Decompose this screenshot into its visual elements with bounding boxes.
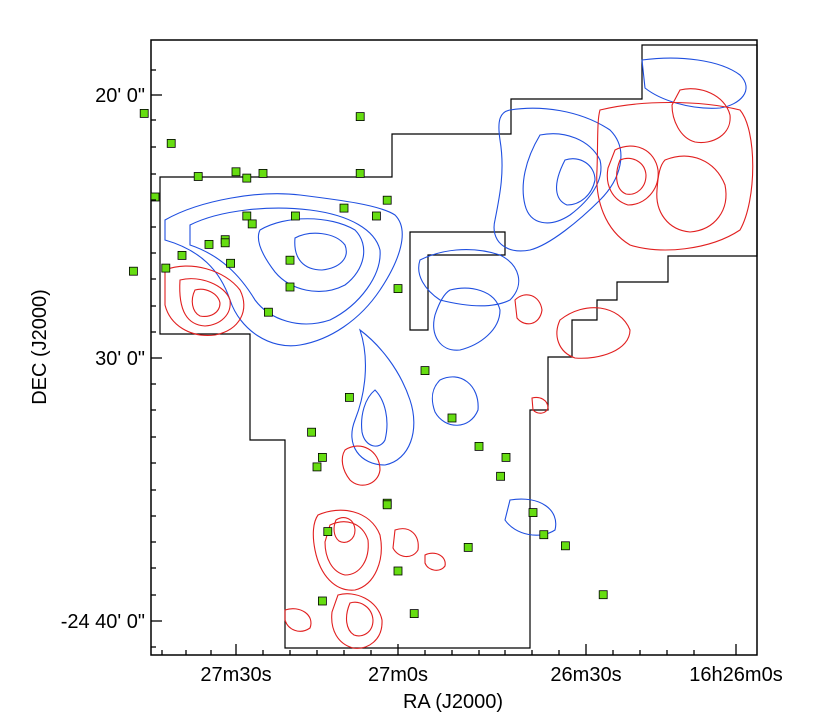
x-tick-label: 26m30s <box>550 664 621 686</box>
source-marker <box>226 258 236 268</box>
source-marker <box>323 527 333 536</box>
source-marker <box>528 508 538 518</box>
y-axis-title: DEC (J2000) <box>29 289 51 405</box>
source-marker <box>393 284 403 294</box>
source-marker <box>285 282 295 292</box>
x-tick-label: 16h26m0s <box>689 664 782 686</box>
coverage-outline <box>159 44 758 649</box>
x-axis-title: RA (J2000) <box>403 691 503 713</box>
source-marker <box>247 219 257 229</box>
y-tick-label: 20' 0" <box>95 85 145 107</box>
source-marker <box>474 441 484 451</box>
source-marker <box>128 266 138 276</box>
source-marker <box>166 138 176 148</box>
source-marker <box>263 307 273 317</box>
source-marker <box>150 192 160 202</box>
source-markers <box>128 109 608 618</box>
source-marker <box>501 452 511 462</box>
x-tick-label: 27m0s <box>368 664 428 686</box>
source-marker <box>317 452 327 462</box>
source-marker <box>496 471 506 481</box>
source-marker <box>290 211 300 221</box>
red-contours <box>164 88 754 649</box>
source-marker <box>539 530 549 540</box>
source-marker <box>139 109 149 118</box>
source-marker <box>561 541 570 551</box>
source-marker <box>307 427 317 437</box>
source-marker <box>355 112 365 121</box>
source-marker <box>393 566 403 576</box>
source-marker <box>177 250 187 260</box>
source-marker <box>382 500 392 510</box>
source-marker <box>420 366 430 376</box>
source-marker <box>447 413 457 423</box>
source-marker <box>242 173 252 183</box>
source-marker <box>371 211 381 221</box>
x-axis <box>161 644 737 655</box>
source-marker <box>317 596 327 606</box>
source-marker <box>161 263 171 273</box>
y-axis <box>151 69 162 648</box>
source-marker <box>355 168 365 178</box>
source-marker <box>382 195 392 205</box>
source-marker <box>242 211 252 221</box>
blue-contours <box>164 57 747 536</box>
source-marker <box>231 167 241 177</box>
x-tick-label: 27m30s <box>200 664 271 686</box>
source-marker <box>220 238 230 248</box>
source-marker <box>409 609 419 618</box>
source-marker <box>285 255 295 265</box>
source-marker <box>344 392 354 402</box>
source-marker <box>258 168 268 178</box>
source-marker <box>339 203 349 213</box>
y-tick-label: 30' 0" <box>95 348 145 370</box>
source-marker <box>598 590 608 600</box>
source-marker <box>204 239 214 249</box>
coverage-notch <box>409 231 506 331</box>
source-marker <box>463 543 473 552</box>
plot-frame <box>150 39 758 656</box>
y-tick-label: -24 40' 0" <box>61 611 145 633</box>
source-marker <box>193 172 203 181</box>
source-marker <box>312 462 322 472</box>
